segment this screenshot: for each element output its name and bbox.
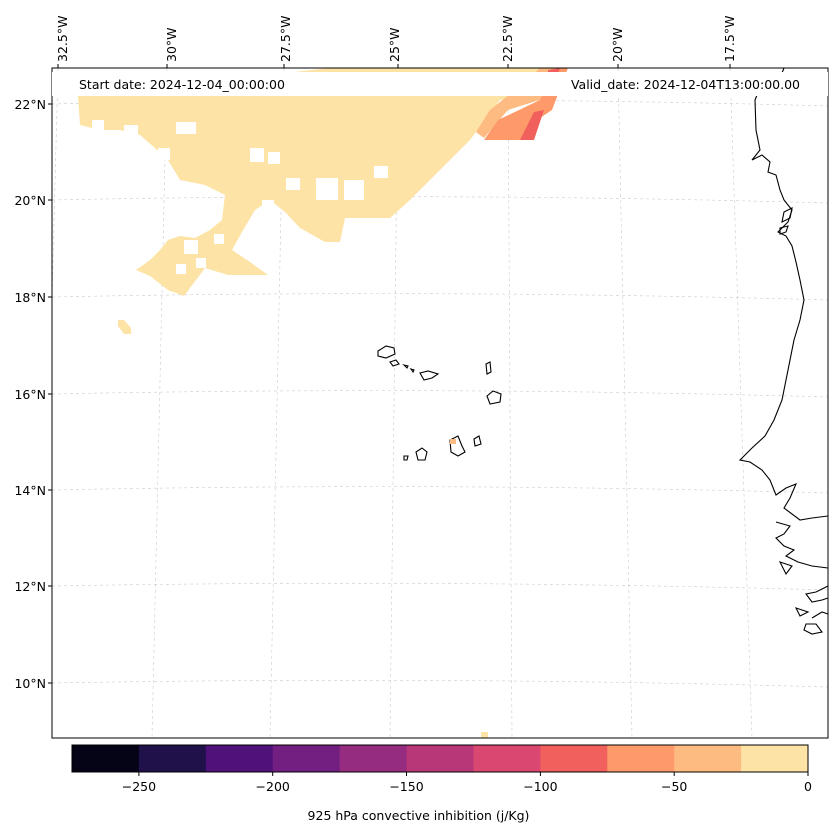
- lat-label: 14°N: [14, 483, 46, 498]
- colorbar-tick-label: −150: [389, 779, 423, 794]
- cabo-verde-islands: [377, 345, 502, 461]
- colorbar-swatch: [473, 745, 541, 772]
- colorbar-label: 925 hPa convective inhibition (j/Kg): [307, 808, 530, 823]
- lat-label: 10°N: [14, 676, 46, 691]
- colorbar-tick-labels: −250 −200 −150 −100 −50 0: [122, 779, 812, 794]
- colorbar-tick-label: −50: [661, 779, 687, 794]
- lat-label: 20°N: [14, 193, 46, 208]
- longitude-labels: 32.5°W 30°W 27.5°W 25°W 22.5°W 20°W 17.5…: [55, 16, 737, 62]
- valid-date-label: Valid_date: 2024-12-04T13:00:00.00: [570, 77, 800, 92]
- axis-ticks: [48, 64, 731, 684]
- colorbar-tick-label: −250: [122, 779, 156, 794]
- colorbar-swatch: [272, 745, 341, 772]
- colorbar-tick-label: 0: [804, 779, 812, 794]
- lat-label: 16°N: [14, 387, 46, 402]
- colorbar-swatch: [540, 745, 608, 772]
- map-frame: [51, 67, 829, 739]
- colorbar-ticks: [138, 772, 809, 776]
- colorbar-frame: [71, 744, 809, 773]
- colorbar-tick-label: −200: [256, 779, 290, 794]
- island-cin-spot: [450, 439, 456, 444]
- lon-label: 25°W: [387, 27, 402, 62]
- lon-label: 27.5°W: [278, 16, 293, 62]
- lon-label: 32.5°W: [55, 16, 70, 62]
- colorbar-swatch: [138, 745, 207, 772]
- colorbar-tick-label: −100: [523, 779, 557, 794]
- colorbar-swatch: [339, 745, 408, 772]
- colorbar-swatch: [406, 745, 474, 772]
- title-banner: Start date: 2024-12-04_00:00:00 Valid_da…: [52, 72, 828, 96]
- lon-label: 30°W: [164, 27, 179, 62]
- lat-label: 18°N: [14, 290, 46, 305]
- colorbar-swatch: [607, 745, 675, 772]
- african-coastline: [738, 67, 829, 635]
- colorbar-swatch: [205, 745, 274, 772]
- colorbar-swatches: [72, 745, 809, 772]
- latitude-labels: 22°N 20°N 18°N 16°N 14°N 12°N 10°N: [14, 97, 46, 691]
- colorbar-swatch: [741, 745, 809, 772]
- lat-label: 22°N: [14, 97, 46, 112]
- cin-field-gaps: [92, 120, 388, 274]
- lat-label: 12°N: [14, 579, 46, 594]
- colorbar-swatch: [72, 745, 140, 772]
- colorbar-swatch: [674, 745, 742, 772]
- lon-label: 17.5°W: [722, 16, 737, 62]
- lon-label: 20°W: [610, 27, 625, 62]
- start-date-label: Start date: 2024-12-04_00:00:00: [79, 77, 285, 92]
- lon-label: 22.5°W: [500, 16, 515, 62]
